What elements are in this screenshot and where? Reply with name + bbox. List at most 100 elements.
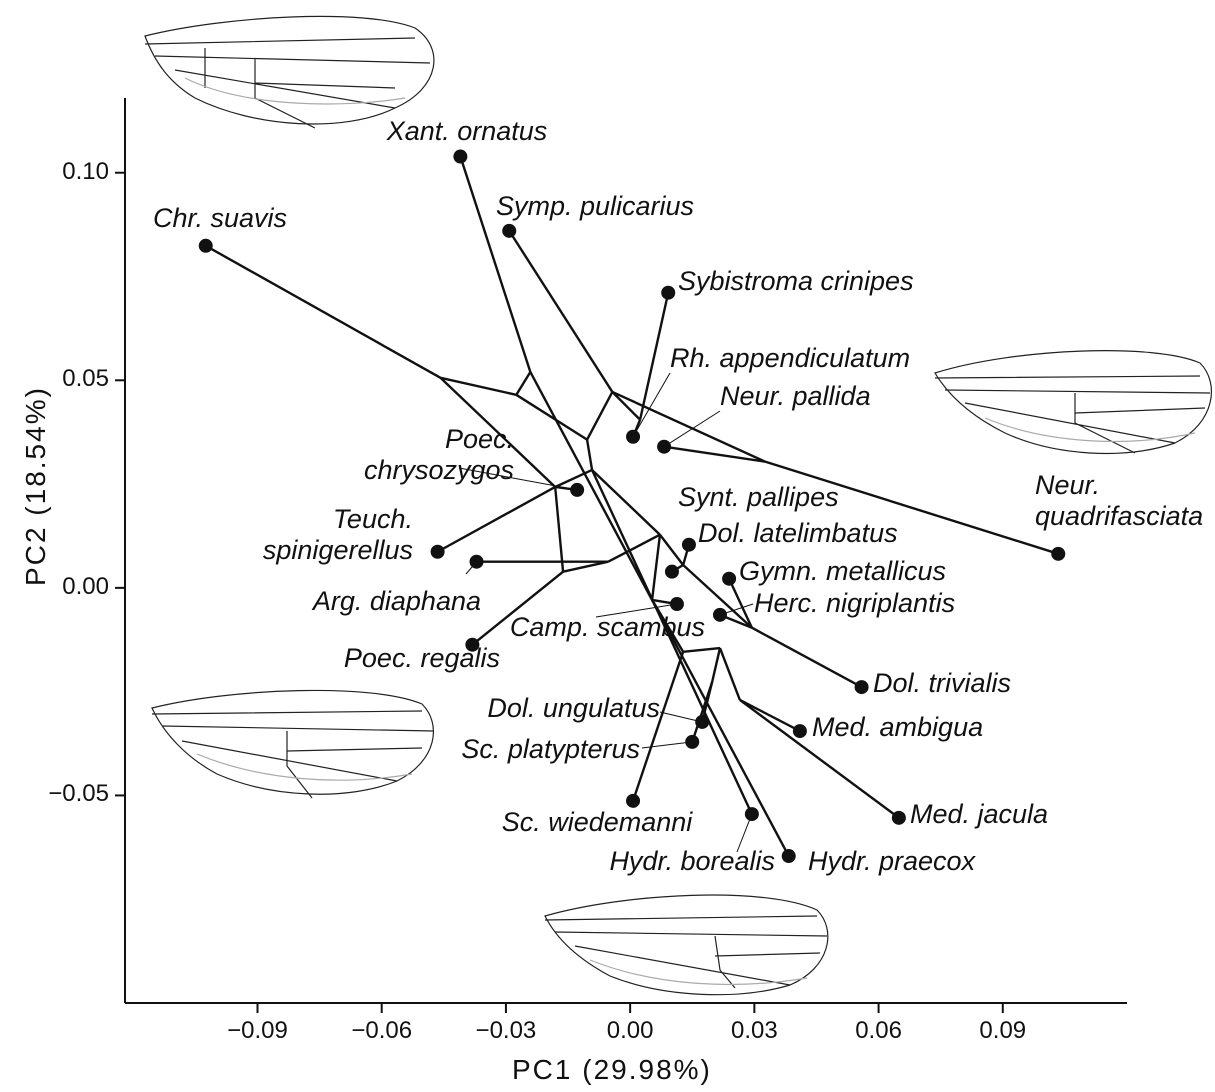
point bbox=[792, 724, 807, 739]
tree-edge bbox=[739, 698, 900, 819]
point-label: Poec. regalis bbox=[343, 643, 500, 673]
tree-edge bbox=[607, 533, 661, 563]
point bbox=[626, 429, 641, 444]
point bbox=[664, 564, 679, 579]
tree-edge bbox=[562, 560, 609, 573]
point-label: Arg. diaphana bbox=[312, 586, 481, 616]
point-label: Sc. platypterus bbox=[461, 734, 640, 764]
point-label: Chr. suavis bbox=[152, 203, 288, 233]
y-tick-label: 0.00 bbox=[62, 572, 109, 600]
tree-edge bbox=[585, 439, 594, 471]
tree-edge bbox=[650, 534, 662, 601]
point bbox=[891, 810, 906, 825]
tree-edge bbox=[611, 391, 641, 421]
tree-edge bbox=[515, 371, 532, 396]
tree-edge bbox=[471, 570, 564, 646]
x-tick-label: 0.00 bbox=[606, 1017, 654, 1044]
point-label: Hydr. praecox bbox=[808, 846, 976, 876]
y-tick-label: 0.10 bbox=[62, 157, 109, 185]
point bbox=[685, 734, 700, 749]
tree-edge bbox=[554, 468, 593, 489]
point bbox=[854, 680, 869, 695]
point-label: Hydr. borealis bbox=[609, 846, 775, 876]
tree-edge bbox=[515, 393, 588, 441]
point-label: Med. ambigua bbox=[812, 712, 984, 742]
point bbox=[657, 439, 672, 454]
point bbox=[502, 223, 517, 238]
point bbox=[722, 571, 737, 586]
tree-edge bbox=[658, 533, 685, 566]
wing-illustration bbox=[144, 15, 435, 129]
point bbox=[453, 149, 468, 164]
point-label: Xant. ornatus bbox=[386, 116, 548, 146]
point bbox=[465, 637, 480, 652]
y-axis-label: PC2 (18.54%) bbox=[20, 386, 51, 586]
point-label: Teuch. spinigerellus bbox=[262, 504, 413, 565]
tree-edge bbox=[764, 460, 1059, 555]
point-label: Sc. wiedemanni bbox=[501, 807, 693, 837]
tree-edge bbox=[591, 469, 661, 536]
tree-edge bbox=[739, 698, 801, 733]
point-label: Gymn. metallicus bbox=[739, 556, 947, 586]
tree-edge bbox=[691, 681, 714, 743]
point-label: Rh. appendiculatum bbox=[670, 343, 911, 373]
tree-edge bbox=[631, 651, 685, 802]
point-label: Neur. quadrifasciata bbox=[1035, 470, 1204, 531]
point bbox=[669, 597, 684, 612]
tree-edge bbox=[529, 371, 790, 857]
tree-edge bbox=[682, 564, 753, 629]
point-label: Synt. pallipes bbox=[678, 482, 839, 512]
point-label: Dol. trivialis bbox=[873, 668, 1012, 698]
x-tick-label: 0.03 bbox=[730, 1017, 778, 1044]
point bbox=[198, 238, 213, 253]
point bbox=[430, 544, 445, 559]
point bbox=[681, 537, 696, 552]
leader-line bbox=[595, 603, 678, 618]
x-tick-label: 0.09 bbox=[979, 1017, 1027, 1044]
point bbox=[469, 554, 484, 569]
point-label: Dol. ungulatus bbox=[487, 693, 660, 723]
tree-edge bbox=[508, 230, 614, 393]
wing-illustration bbox=[151, 689, 435, 799]
leader-line bbox=[632, 372, 671, 438]
point-label: Poec. chrysozygos bbox=[363, 424, 514, 485]
tree-edge bbox=[440, 376, 517, 396]
tree-edge bbox=[751, 626, 863, 689]
tree-edge bbox=[586, 391, 614, 441]
x-tick-label: 0.06 bbox=[855, 1017, 902, 1044]
point bbox=[744, 807, 759, 822]
point bbox=[695, 714, 710, 729]
wing-illustration bbox=[934, 350, 1213, 455]
tree-edge bbox=[439, 376, 557, 488]
tree-edge bbox=[718, 647, 741, 701]
y-tick-label: −0.05 bbox=[48, 780, 109, 808]
tree-edge bbox=[459, 156, 532, 373]
point bbox=[626, 793, 641, 808]
tree-edge bbox=[437, 485, 556, 553]
tree-edge bbox=[638, 292, 670, 420]
point-label: Sybistroma crinipes bbox=[678, 266, 914, 296]
tree-edge bbox=[710, 647, 722, 683]
leader-line bbox=[659, 711, 703, 723]
y-tick-label: 0.05 bbox=[62, 365, 109, 393]
point-label: Camp. scambus bbox=[509, 612, 705, 642]
tree-edge bbox=[663, 445, 766, 463]
leader-line bbox=[641, 741, 693, 749]
x-axis-label: PC1 (29.98%) bbox=[512, 1054, 712, 1085]
x-tick-label: −0.09 bbox=[227, 1017, 288, 1044]
point-label: Dol. latelimbatus bbox=[698, 518, 898, 548]
point-label: Symp. pulicarius bbox=[495, 191, 695, 221]
point bbox=[712, 607, 727, 622]
point bbox=[1051, 546, 1066, 561]
x-tick-label: −0.03 bbox=[475, 1017, 537, 1044]
tree-edge bbox=[554, 486, 565, 572]
leader-line bbox=[458, 467, 578, 491]
wing-illustration bbox=[544, 894, 829, 996]
leader-line bbox=[663, 410, 721, 448]
tree-edge bbox=[611, 390, 766, 463]
tree-edge bbox=[590, 469, 753, 815]
point-label: Med. jacula bbox=[910, 799, 1049, 829]
x-tick-label: −0.06 bbox=[351, 1017, 413, 1044]
